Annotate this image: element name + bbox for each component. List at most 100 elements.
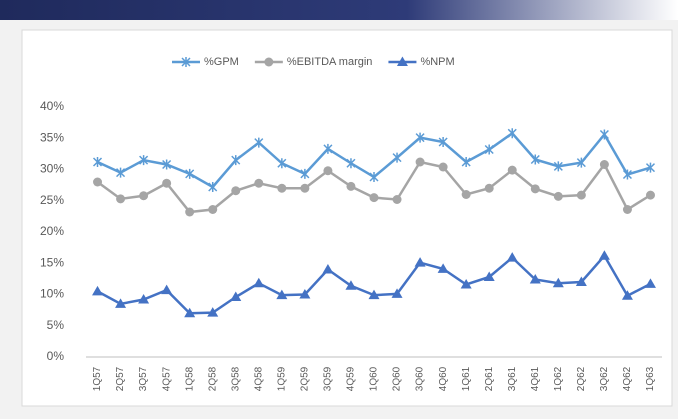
marker (530, 184, 540, 194)
marker (576, 190, 586, 200)
marker (323, 166, 333, 176)
marker (207, 307, 219, 317)
marker (598, 250, 610, 260)
marker (162, 178, 172, 188)
marker (276, 289, 288, 300)
y-tick-label: 20% (40, 224, 64, 238)
marker (622, 169, 632, 180)
marker (116, 194, 126, 204)
marker (346, 158, 356, 169)
marker (231, 155, 241, 166)
marker (438, 137, 448, 147)
marker (415, 132, 425, 143)
marker (530, 154, 540, 165)
x-tick-label: 3Q57 (138, 366, 149, 391)
x-tick-label: 1Q63 (645, 366, 656, 391)
x-tick-label: 4Q59 (346, 366, 357, 391)
marker (162, 159, 172, 170)
x-tick-label: 1Q58 (184, 366, 195, 391)
x-tick-label: 4Q61 (530, 366, 541, 391)
marker (231, 186, 241, 196)
x-tick-label: 1Q60 (369, 366, 380, 391)
marker (391, 288, 403, 298)
marker (437, 263, 449, 273)
x-tick-label: 1Q59 (276, 366, 287, 391)
marker (181, 57, 191, 67)
marker (507, 128, 517, 139)
x-tick-label: 2Q59 (300, 366, 311, 391)
y-tick-label: 35% (40, 130, 64, 144)
marker (484, 144, 494, 155)
y-tick-label: 15% (40, 255, 64, 269)
marker (392, 152, 402, 163)
legend-label: %NPM (420, 56, 454, 68)
x-tick-label: 3Q61 (507, 366, 518, 391)
marker (139, 191, 149, 201)
marker (92, 157, 103, 167)
x-tick-label: 2Q62 (576, 366, 587, 391)
marker (552, 277, 564, 288)
y-tick-label: 10% (40, 287, 64, 301)
x-tick-label: 1Q62 (553, 366, 564, 391)
marker (575, 276, 587, 286)
marker (507, 165, 517, 175)
marker (484, 183, 494, 193)
x-tick-label: 3Q62 (599, 366, 610, 391)
y-tick-label: 40% (40, 99, 64, 113)
marker (345, 280, 357, 290)
marker (322, 264, 334, 274)
marker (461, 190, 471, 199)
marker (139, 155, 149, 166)
x-tick-label: 1Q61 (461, 366, 472, 391)
marker (396, 56, 408, 66)
x-tick-label: 4Q60 (438, 366, 449, 391)
legend-label: %EBITDA margin (287, 56, 373, 68)
marker (414, 257, 426, 267)
marker (460, 279, 472, 289)
marker (599, 160, 609, 169)
marker (576, 157, 586, 168)
marker (438, 162, 448, 172)
marker (461, 157, 471, 167)
marker (346, 181, 356, 191)
marker (161, 284, 173, 295)
marker (529, 274, 541, 284)
marker (116, 167, 126, 178)
marker (369, 172, 379, 182)
x-tick-label: 1Q57 (92, 366, 103, 391)
marker (644, 278, 656, 288)
marker (553, 191, 563, 201)
y-tick-label: 30% (40, 162, 64, 176)
x-tick-label: 4Q57 (161, 366, 172, 391)
y-tick-label: 25% (40, 193, 64, 207)
x-tick-label: 2Q60 (392, 366, 403, 391)
legend-label: %GPM (204, 56, 239, 68)
marker (92, 285, 104, 296)
marker (300, 168, 310, 179)
x-tick-label: 4Q58 (253, 366, 264, 391)
marker (208, 182, 218, 192)
marker (254, 178, 264, 188)
marker (622, 205, 632, 214)
marker (323, 143, 333, 154)
marker (253, 277, 265, 288)
x-tick-label: 2Q61 (484, 366, 495, 391)
marker (415, 157, 425, 167)
marker (264, 57, 274, 67)
marker (185, 207, 195, 217)
marker (300, 183, 310, 193)
marker (93, 177, 103, 187)
marker (277, 158, 287, 169)
marker (185, 168, 195, 179)
chart-panel (21, 29, 673, 407)
marker (254, 137, 264, 148)
marker (645, 162, 656, 173)
marker (115, 298, 127, 308)
y-tick-label: 0% (47, 349, 65, 363)
marker (553, 161, 563, 172)
marker (138, 294, 150, 304)
marker (299, 289, 311, 299)
header-bar (0, 0, 678, 20)
x-tick-label: 3Q59 (323, 366, 334, 391)
